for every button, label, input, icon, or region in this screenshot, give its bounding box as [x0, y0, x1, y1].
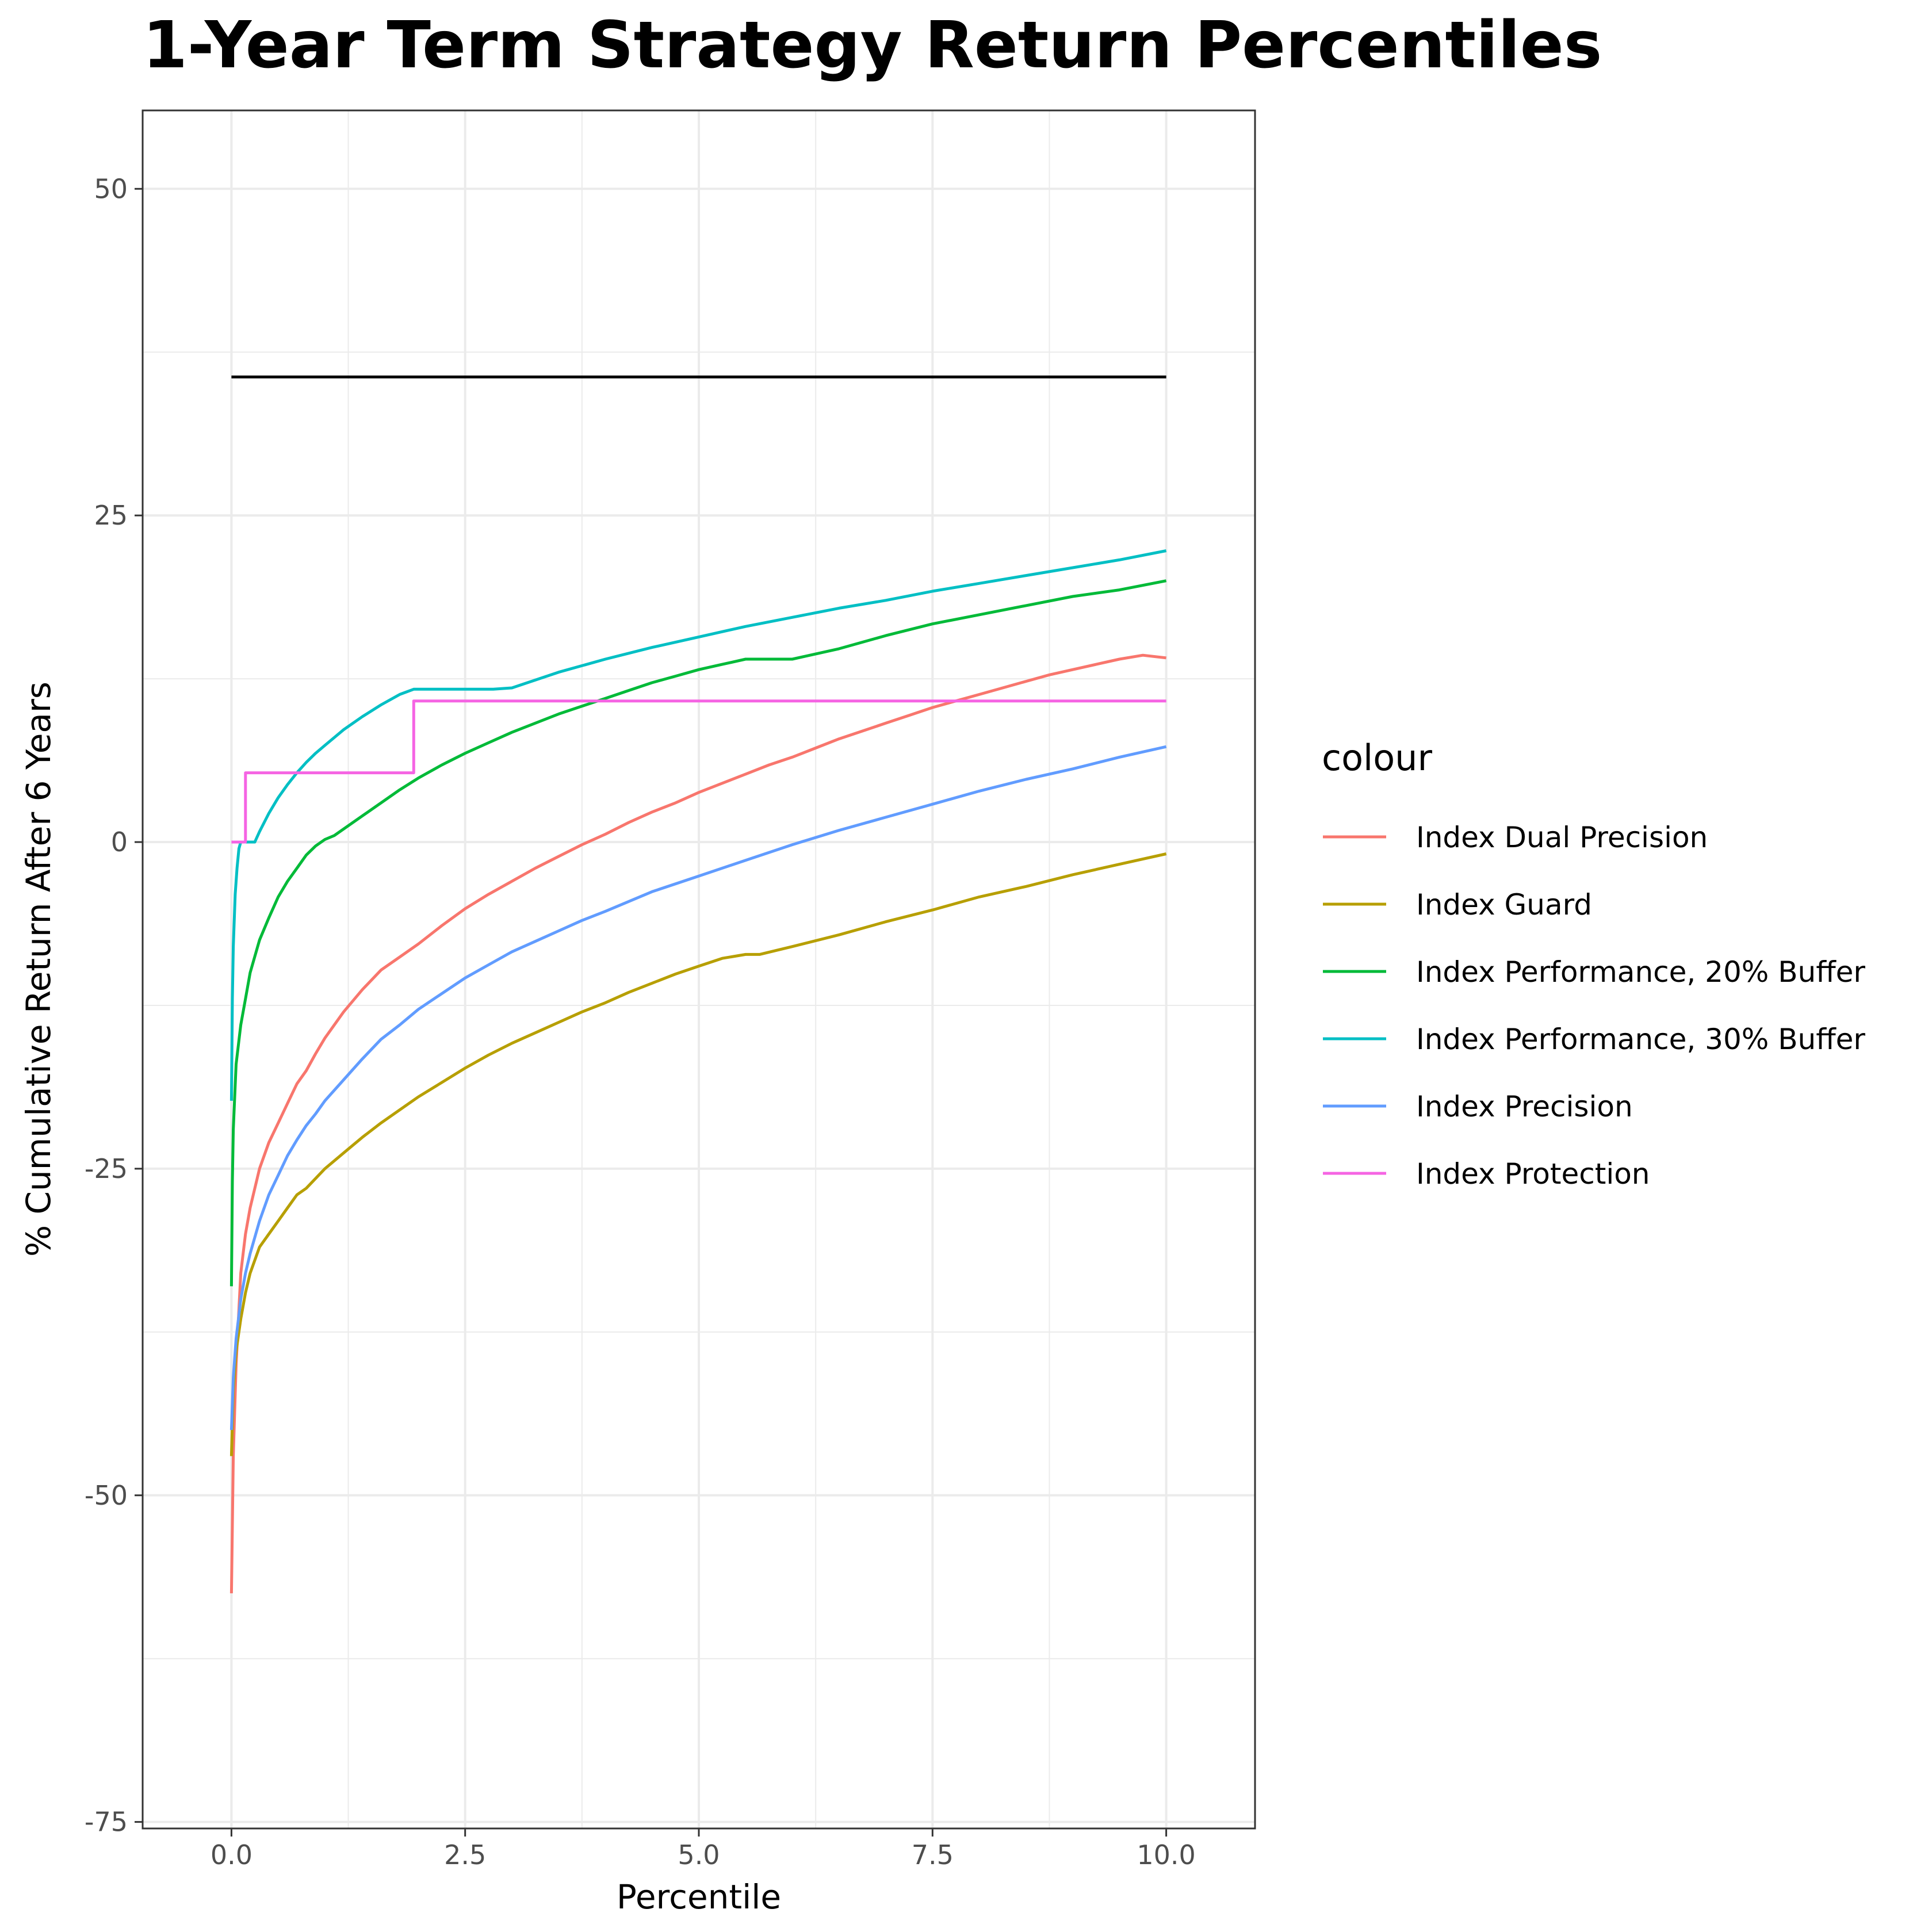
- x-tick-label: 5.0: [678, 1839, 720, 1870]
- x-tick-label: 0.0: [211, 1839, 253, 1870]
- grid: [143, 110, 1255, 1828]
- x-axis-title: Percentile: [617, 1877, 781, 1916]
- x-tick-label: 7.5: [912, 1839, 954, 1870]
- legend-title: colour: [1322, 737, 1432, 779]
- y-tick-label: -50: [85, 1480, 128, 1511]
- legend-label: Index Protection: [1416, 1157, 1650, 1191]
- y-tick-label: -75: [85, 1807, 128, 1838]
- series-line-index-performance-20-buffer: [229, 579, 1167, 1287]
- legend: colour Index Dual Precision Index Guard In…: [1322, 737, 1865, 1191]
- x-tick-label: 2.5: [444, 1839, 486, 1870]
- y-tick-label: 0: [111, 827, 128, 858]
- series-line-index-precision: [229, 745, 1167, 1430]
- series-line-index-guard: [229, 852, 1167, 1456]
- y-tick-label: -25: [85, 1153, 128, 1184]
- legend-label: Index Dual Precision: [1416, 821, 1708, 854]
- x-tick-label: 10.0: [1137, 1839, 1195, 1870]
- legend-label: Index Performance, 20% Buffer: [1416, 955, 1865, 989]
- series-line-index-protection: [231, 699, 1166, 844]
- y-tick-label: 25: [94, 500, 128, 531]
- axes: 0.0 2.5 5.0 7.5 10.0 50 25 0 -25 -50 -75: [85, 173, 1196, 1870]
- y-tick-label: 50: [94, 173, 128, 204]
- legend-label: Index Precision: [1416, 1090, 1633, 1123]
- chart-title: 1-Year Term Strategy Return Percentiles: [143, 8, 1602, 83]
- y-axis-title: % Cumulative Return After 6 Years: [19, 682, 58, 1257]
- series-line-index-dual-precision: [229, 653, 1166, 1594]
- legend-label: Index Guard: [1416, 888, 1592, 921]
- legend-label: Index Performance, 30% Buffer: [1416, 1023, 1865, 1056]
- series-layer: [229, 549, 1167, 1594]
